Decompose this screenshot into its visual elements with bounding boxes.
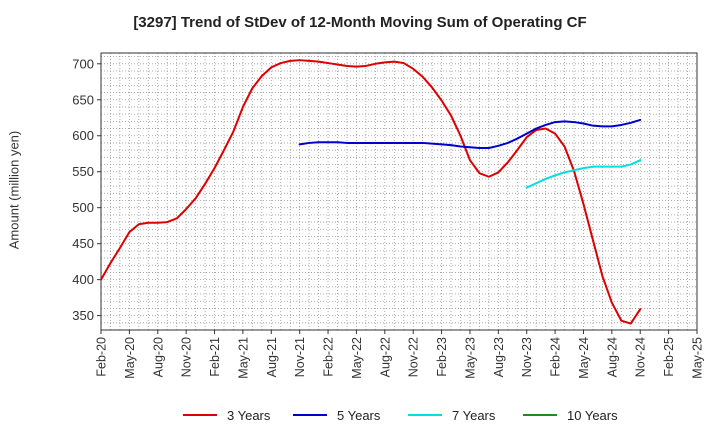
series-line-3-years xyxy=(100,59,642,325)
legend-label: 5 Years xyxy=(337,407,381,423)
y-tick-label: 450 xyxy=(72,236,94,251)
x-tick-label: Nov-22 xyxy=(407,337,421,377)
x-tick-label: Aug-23 xyxy=(492,337,506,377)
legend: 3 Years 5 Years 7 Years 10 Years xyxy=(0,403,720,427)
legend-swatch-3-years xyxy=(183,414,217,416)
legend-label: 10 Years xyxy=(567,407,618,423)
legend-item-5-years: 5 Years xyxy=(293,403,380,427)
x-tick-label: Aug-21 xyxy=(265,337,279,377)
y-tick-label: 650 xyxy=(72,92,94,107)
x-tick-label: Feb-24 xyxy=(549,337,563,377)
x-tick-label: Nov-20 xyxy=(180,337,194,377)
y-tick-label: 550 xyxy=(72,164,94,179)
y-tick-label: 350 xyxy=(72,308,94,323)
x-tick-label: Feb-23 xyxy=(435,337,449,377)
x-tick-label: May-20 xyxy=(123,337,137,379)
y-tick-label: 600 xyxy=(72,128,94,143)
legend-swatch-5-years xyxy=(293,414,327,416)
x-tick-label: Aug-20 xyxy=(151,337,165,377)
series-line-7-years xyxy=(525,159,642,189)
x-tick-label: Feb-21 xyxy=(208,337,222,377)
x-tick-label: Feb-20 xyxy=(95,337,109,377)
series-line-5-years xyxy=(298,118,642,149)
legend-item-3-years: 3 Years xyxy=(183,403,270,427)
legend-item-7-years: 7 Years xyxy=(408,403,495,427)
x-tick-label: Feb-25 xyxy=(662,337,676,377)
x-tick-label: Nov-23 xyxy=(520,337,534,377)
x-tick-label: May-21 xyxy=(236,337,250,379)
x-tick-label: Nov-24 xyxy=(634,337,648,377)
legend-item-10-years: 10 Years xyxy=(523,403,618,427)
x-tick-label: Aug-22 xyxy=(378,337,392,377)
x-tick-label: May-24 xyxy=(577,337,591,379)
legend-swatch-7-years xyxy=(408,414,442,416)
y-tick-label: 500 xyxy=(72,200,94,215)
x-tick-label: May-23 xyxy=(463,337,477,379)
legend-swatch-10-years xyxy=(523,414,557,416)
x-tick-label: Nov-21 xyxy=(293,337,307,377)
plot-frame xyxy=(100,52,698,331)
y-tick-label: 400 xyxy=(72,272,94,287)
x-tick-label: Aug-24 xyxy=(605,337,619,377)
x-tick-label: May-22 xyxy=(350,337,364,379)
y-tick-label: 700 xyxy=(72,56,94,71)
x-tick-label: May-25 xyxy=(691,337,705,379)
legend-label: 7 Years xyxy=(452,407,496,423)
legend-label: 3 Years xyxy=(227,407,271,423)
chart-title: [3297] Trend of StDev of 12-Month Moving… xyxy=(133,14,587,31)
x-tick-label: Feb-22 xyxy=(322,337,336,377)
